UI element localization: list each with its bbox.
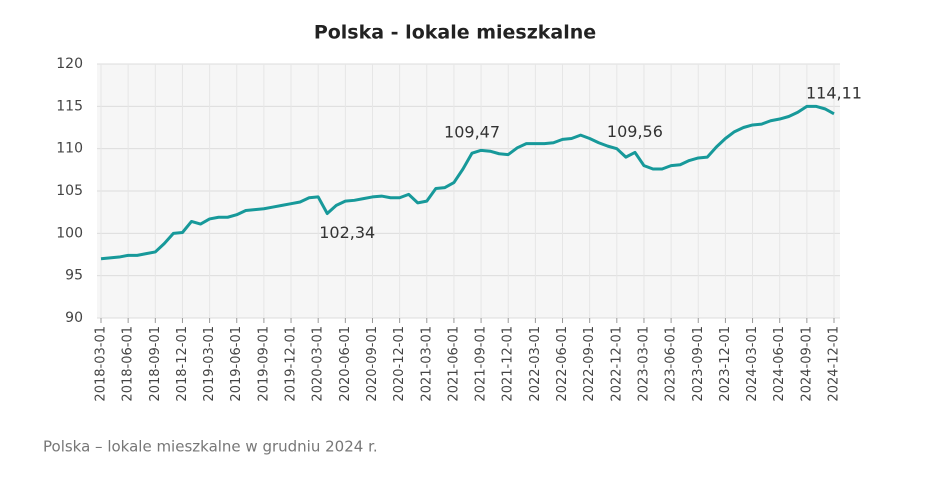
x-tick-label: 2022-03-01: [528, 326, 543, 402]
x-tick-label: 2021-12-01: [501, 326, 516, 402]
x-tick-label: 2022-12-01: [609, 326, 624, 402]
x-tick-label: 2023-03-01: [636, 326, 651, 402]
x-tick-label: 2024-03-01: [745, 326, 760, 402]
y-tick-label: 100: [56, 225, 83, 241]
x-tick-label: 2019-09-01: [256, 326, 271, 402]
x-tick-label: 2020-09-01: [365, 326, 380, 402]
chart-title: Polska - lokale mieszkalne: [314, 22, 596, 44]
x-tick-label: 2023-09-01: [691, 326, 706, 402]
x-tick-label: 2018-03-01: [94, 326, 109, 402]
x-tick-label: 2022-06-01: [555, 326, 570, 402]
y-tick-label: 105: [56, 183, 83, 199]
y-tick-label: 95: [65, 268, 83, 284]
x-tick-label: 2020-06-01: [338, 326, 353, 402]
x-tick-label: 2024-09-01: [799, 326, 814, 402]
y-tick-label: 110: [56, 141, 83, 157]
value-label: 109,47: [444, 123, 500, 142]
x-tick-label: 2021-03-01: [419, 326, 434, 402]
x-tick-label: 2021-06-01: [446, 326, 461, 402]
y-tick-label: 90: [65, 310, 83, 326]
caption: Polska – lokale mieszkalne w grudniu 202…: [43, 438, 378, 456]
value-label: 102,34: [319, 223, 375, 242]
x-tick-label: 2021-09-01: [474, 326, 489, 402]
x-tick-label: 2022-09-01: [582, 326, 597, 402]
x-tick-label: 2023-12-01: [718, 326, 733, 402]
x-tick-label: 2023-06-01: [664, 326, 679, 402]
x-tick-label: 2020-03-01: [311, 326, 326, 402]
x-tick-label: 2018-12-01: [175, 326, 190, 402]
value-label: 114,11: [806, 83, 862, 102]
x-tick-label: 2024-06-01: [772, 326, 787, 402]
x-tick-label: 2024-12-01: [827, 326, 842, 402]
x-tick-label: 2019-06-01: [229, 326, 244, 402]
x-tick-label: 2018-06-01: [121, 326, 136, 402]
data-line: [100, 104, 835, 261]
y-tick-label: 120: [56, 56, 83, 72]
y-tick-label: 115: [56, 98, 83, 114]
x-tick-label: 2019-12-01: [284, 326, 299, 402]
x-tick-label: 2019-03-01: [202, 326, 217, 402]
x-tick-label: 2018-09-01: [148, 326, 163, 402]
x-tick-label: 2020-12-01: [392, 326, 407, 402]
value-label: 109,56: [607, 122, 663, 141]
